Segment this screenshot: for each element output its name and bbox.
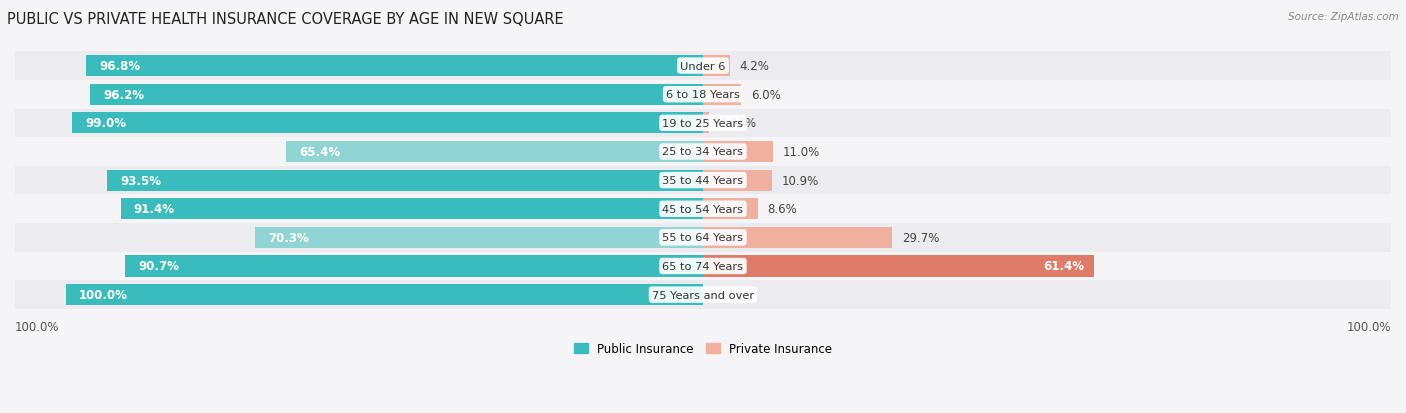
Text: 0.98%: 0.98% [718,117,756,130]
Text: 65 to 74 Years: 65 to 74 Years [662,261,744,271]
Text: 29.7%: 29.7% [901,231,939,244]
Bar [703,227,893,248]
Bar [703,84,741,106]
Text: PUBLIC VS PRIVATE HEALTH INSURANCE COVERAGE BY AGE IN NEW SQUARE: PUBLIC VS PRIVATE HEALTH INSURANCE COVER… [7,12,564,27]
Bar [15,280,1391,309]
Bar [15,138,1391,166]
Text: 35 to 44 Years: 35 to 44 Years [662,176,744,186]
Bar [86,56,703,77]
Text: 6 to 18 Years: 6 to 18 Years [666,90,740,100]
Bar [703,170,772,191]
Text: 100.0%: 100.0% [79,288,128,301]
Text: 96.2%: 96.2% [103,88,143,102]
Text: 6.0%: 6.0% [751,88,780,102]
Bar [121,199,703,220]
Bar [15,195,1391,223]
Text: 70.3%: 70.3% [269,231,309,244]
Bar [703,142,773,163]
Bar [15,166,1391,195]
Bar [15,81,1391,109]
Bar [90,84,703,106]
Text: 45 to 54 Years: 45 to 54 Years [662,204,744,214]
Text: 19 to 25 Years: 19 to 25 Years [662,119,744,128]
Text: 90.7%: 90.7% [138,260,179,273]
Legend: Public Insurance, Private Insurance: Public Insurance, Private Insurance [569,337,837,360]
Text: 99.0%: 99.0% [86,117,127,130]
Text: 75 Years and over: 75 Years and over [652,290,754,300]
Bar [287,142,703,163]
Text: 96.8%: 96.8% [98,60,141,73]
Text: 93.5%: 93.5% [120,174,162,187]
Bar [66,284,703,306]
Text: Under 6: Under 6 [681,62,725,71]
Bar [703,56,730,77]
Bar [703,199,758,220]
Text: 61.4%: 61.4% [1043,260,1084,273]
Text: 8.6%: 8.6% [768,203,797,216]
Bar [15,109,1391,138]
Bar [15,252,1391,280]
Text: 100.0%: 100.0% [1347,320,1391,334]
Text: 100.0%: 100.0% [15,320,59,334]
Bar [15,223,1391,252]
Text: 0.0%: 0.0% [713,288,742,301]
Text: 25 to 34 Years: 25 to 34 Years [662,147,744,157]
Bar [15,52,1391,81]
Text: 55 to 64 Years: 55 to 64 Years [662,233,744,243]
Text: 10.9%: 10.9% [782,174,820,187]
Bar [72,113,703,134]
Text: 4.2%: 4.2% [740,60,769,73]
Bar [703,256,1094,277]
Text: 91.4%: 91.4% [134,203,174,216]
Text: 65.4%: 65.4% [299,146,340,159]
Bar [703,113,709,134]
Text: Source: ZipAtlas.com: Source: ZipAtlas.com [1288,12,1399,22]
Bar [107,170,703,191]
Bar [125,256,703,277]
Bar [254,227,703,248]
Text: 11.0%: 11.0% [783,146,820,159]
